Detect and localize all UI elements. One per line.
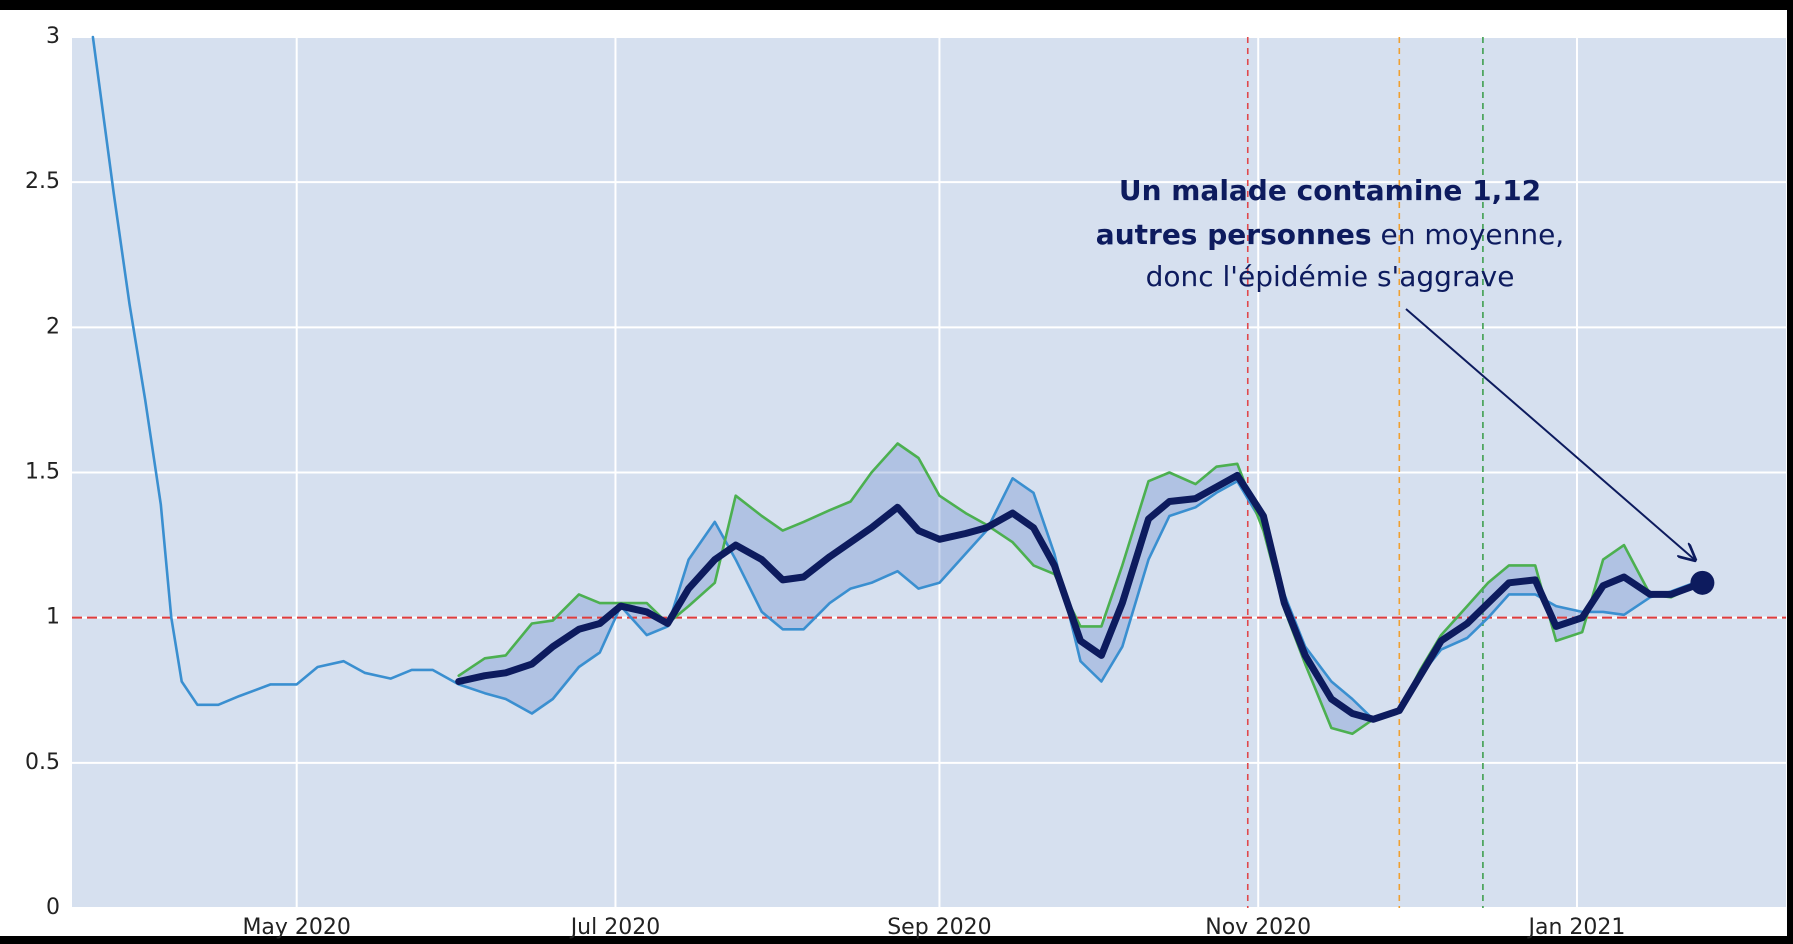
x-tick-label: May 2020 xyxy=(242,915,350,940)
y-tick-label: 2.5 xyxy=(25,169,60,194)
annotation: autres personnes en moyenne, xyxy=(1096,218,1564,251)
x-tick-label: Nov 2020 xyxy=(1205,915,1311,940)
y-tick-label: 0.5 xyxy=(25,750,60,775)
annotation-arrow xyxy=(1405,308,1695,560)
annotation-text: donc l'épidémie s'aggrave xyxy=(1146,260,1515,293)
y-tick-label: 1 xyxy=(46,605,60,630)
annotation: donc l'épidémie s'aggrave xyxy=(1146,260,1515,293)
endpoint-marker xyxy=(1690,570,1715,595)
y-tick-label: 1.5 xyxy=(25,460,60,485)
x-tick-label: Jan 2021 xyxy=(1527,915,1626,940)
x-tick-label: Jul 2020 xyxy=(569,915,661,940)
y-tick-label: 0 xyxy=(46,895,60,920)
series-line xyxy=(455,471,1706,723)
y-tick-label: 2 xyxy=(46,314,60,339)
annotation: Un malade contamine 1,12 xyxy=(1119,174,1541,207)
x-tick-label: Sep 2020 xyxy=(887,915,991,940)
y-tick-label: 3 xyxy=(46,24,60,49)
annotation-text: autres personnes xyxy=(1096,218,1372,251)
annotation-text: en moyenne, xyxy=(1381,218,1565,251)
annotation-text: Un malade contamine 1,12 xyxy=(1119,174,1541,207)
